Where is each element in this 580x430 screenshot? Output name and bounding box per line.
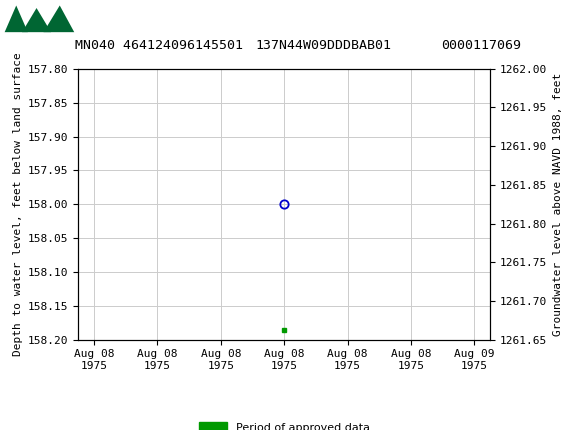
Y-axis label: Groundwater level above NAVD 1988, feet: Groundwater level above NAVD 1988, feet xyxy=(553,73,563,336)
Bar xyxy=(2,2,83,35)
Text: USGS: USGS xyxy=(87,9,142,27)
Text: 137N44W09DDDBAB01: 137N44W09DDDBAB01 xyxy=(255,39,391,52)
Polygon shape xyxy=(44,6,74,32)
Text: 0000117069: 0000117069 xyxy=(441,39,521,52)
Polygon shape xyxy=(5,6,28,32)
Y-axis label: Depth to water level, feet below land surface: Depth to water level, feet below land su… xyxy=(13,52,23,356)
Polygon shape xyxy=(22,8,51,32)
Legend: Period of approved data: Period of approved data xyxy=(194,418,374,430)
Text: MN040 464124096145501: MN040 464124096145501 xyxy=(75,39,244,52)
